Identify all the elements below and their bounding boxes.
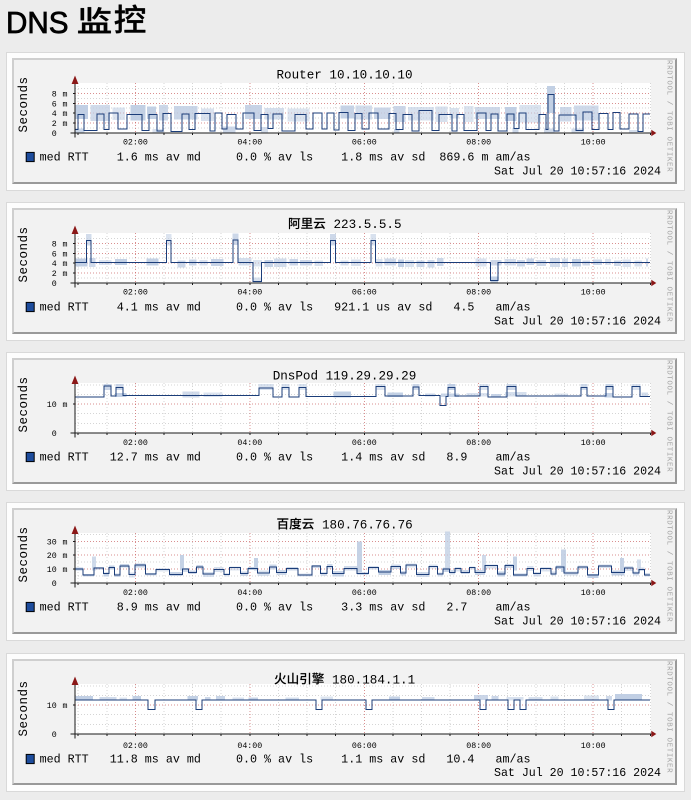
svg-text:m: m: [63, 552, 68, 561]
svg-text:m: m: [63, 260, 68, 269]
svg-text:m: m: [63, 401, 68, 410]
svg-text:Seconds: Seconds: [17, 226, 31, 282]
svg-text:2: 2: [52, 120, 57, 129]
svg-text:04:00: 04:00: [237, 742, 262, 751]
svg-text:m: m: [63, 120, 68, 129]
svg-text:6: 6: [52, 100, 57, 109]
svg-text:02:00: 02:00: [123, 742, 148, 751]
svg-text:04:00: 04:00: [237, 589, 262, 598]
svg-text:10:00: 10:00: [581, 439, 606, 448]
svg-text:06:00: 06:00: [352, 289, 377, 298]
svg-text:06:00: 06:00: [352, 589, 377, 598]
svg-text:06:00: 06:00: [352, 742, 377, 751]
svg-text:Sat Jul 20 10:57:16 2024: Sat Jul 20 10:57:16 2024: [494, 616, 661, 629]
svg-text:08:00: 08:00: [466, 439, 491, 448]
svg-text:06:00: 06:00: [352, 139, 377, 148]
svg-text:0: 0: [52, 280, 57, 289]
svg-text:180.184.1.1: 180.184.1.1: [332, 673, 415, 687]
svg-text:08:00: 08:00: [466, 289, 491, 298]
svg-text:4: 4: [52, 260, 57, 269]
svg-text:06:00: 06:00: [352, 439, 377, 448]
svg-text:08:00: 08:00: [466, 139, 491, 148]
svg-text:08:00: 08:00: [466, 589, 491, 598]
svg-text:Sat Jul 20 10:57:16 2024: Sat Jul 20 10:57:16 2024: [494, 166, 661, 179]
svg-text:02:00: 02:00: [123, 139, 148, 148]
svg-text:2: 2: [52, 270, 57, 279]
svg-text:Seconds: Seconds: [17, 526, 31, 582]
svg-text:8: 8: [52, 90, 57, 99]
svg-text:10:00: 10:00: [581, 742, 606, 751]
svg-text:20: 20: [47, 552, 57, 561]
svg-text:Seconds: Seconds: [17, 376, 31, 432]
svg-text:m: m: [63, 100, 68, 109]
svg-text:m: m: [63, 538, 68, 547]
svg-text:4: 4: [52, 110, 57, 119]
svg-text:RRDTOOL / TOBI OETIKER: RRDTOOL / TOBI OETIKER: [665, 60, 673, 172]
svg-text:DNS: DNS: [6, 6, 69, 40]
svg-text:0: 0: [52, 430, 57, 439]
svg-text:04:00: 04:00: [237, 289, 262, 298]
svg-text:10:00: 10:00: [581, 589, 606, 598]
svg-text:Router 10.10.10.10: Router 10.10.10.10: [277, 69, 413, 83]
svg-text:08:00: 08:00: [466, 742, 491, 751]
svg-text:med RTT 12.7 ms av md 0.: med RTT 12.7 ms av md 0.0 % av ls 1.4 ms…: [40, 451, 531, 465]
svg-text:02:00: 02:00: [123, 589, 148, 598]
svg-text:0: 0: [52, 731, 57, 740]
svg-text:med RTT 1.6 ms av md 0.: med RTT 1.6 ms av md 0.0 % av ls 1.8 ms …: [40, 151, 531, 165]
svg-text:10: 10: [47, 566, 57, 575]
svg-text:180.76.76.76: 180.76.76.76: [322, 518, 413, 532]
svg-text:10: 10: [47, 401, 57, 410]
svg-text:Seconds: Seconds: [17, 680, 31, 736]
svg-text:RRDTOOL / TOBI OETIKER: RRDTOOL / TOBI OETIKER: [665, 210, 673, 322]
svg-text:8: 8: [52, 240, 57, 249]
svg-text:10:00: 10:00: [581, 289, 606, 298]
svg-text:30: 30: [47, 538, 57, 547]
svg-text:m: m: [63, 250, 68, 259]
svg-text:Seconds: Seconds: [17, 76, 31, 132]
svg-text:med RTT 4.1 ms av md 0.: med RTT 4.1 ms av md 0.0 % av ls 921.1 u…: [40, 301, 531, 315]
svg-text:Sat Jul 20 10:57:16 2024: Sat Jul 20 10:57:16 2024: [494, 767, 661, 780]
svg-text:DnsPod 119.29.29.29: DnsPod 119.29.29.29: [273, 370, 417, 384]
svg-text:m: m: [63, 110, 68, 119]
svg-text:04:00: 04:00: [237, 139, 262, 148]
svg-text:m: m: [63, 566, 68, 575]
svg-text:223.5.5.5: 223.5.5.5: [334, 218, 402, 232]
svg-text:m: m: [63, 240, 68, 249]
svg-text:m: m: [63, 270, 68, 279]
svg-text:m: m: [63, 90, 68, 99]
svg-text:RRDTOOL / TOBI OETIKER: RRDTOOL / TOBI OETIKER: [665, 510, 673, 622]
svg-text:Sat Jul 20 10:57:16 2024: Sat Jul 20 10:57:16 2024: [494, 316, 661, 329]
svg-text:0: 0: [52, 580, 57, 589]
svg-text:04:00: 04:00: [237, 439, 262, 448]
svg-text:med RTT 8.9 ms av md 0.: med RTT 8.9 ms av md 0.0 % av ls 3.3 ms …: [40, 601, 531, 615]
svg-text:RRDTOOL / TOBI OETIKER: RRDTOOL / TOBI OETIKER: [665, 360, 673, 472]
svg-text:m: m: [63, 702, 68, 711]
svg-text:RRDTOOL / TOBI OETIKER: RRDTOOL / TOBI OETIKER: [665, 661, 673, 773]
svg-text:Sat Jul 20 10:57:16 2024: Sat Jul 20 10:57:16 2024: [494, 466, 661, 479]
svg-text:6: 6: [52, 250, 57, 259]
svg-text:02:00: 02:00: [123, 289, 148, 298]
svg-text:med RTT 11.8 ms av md 0.: med RTT 11.8 ms av md 0.0 % av ls 1.1 ms…: [40, 753, 531, 767]
svg-text:0: 0: [52, 130, 57, 139]
svg-text:02:00: 02:00: [123, 439, 148, 448]
svg-text:10: 10: [47, 702, 57, 711]
svg-text:10:00: 10:00: [581, 139, 606, 148]
